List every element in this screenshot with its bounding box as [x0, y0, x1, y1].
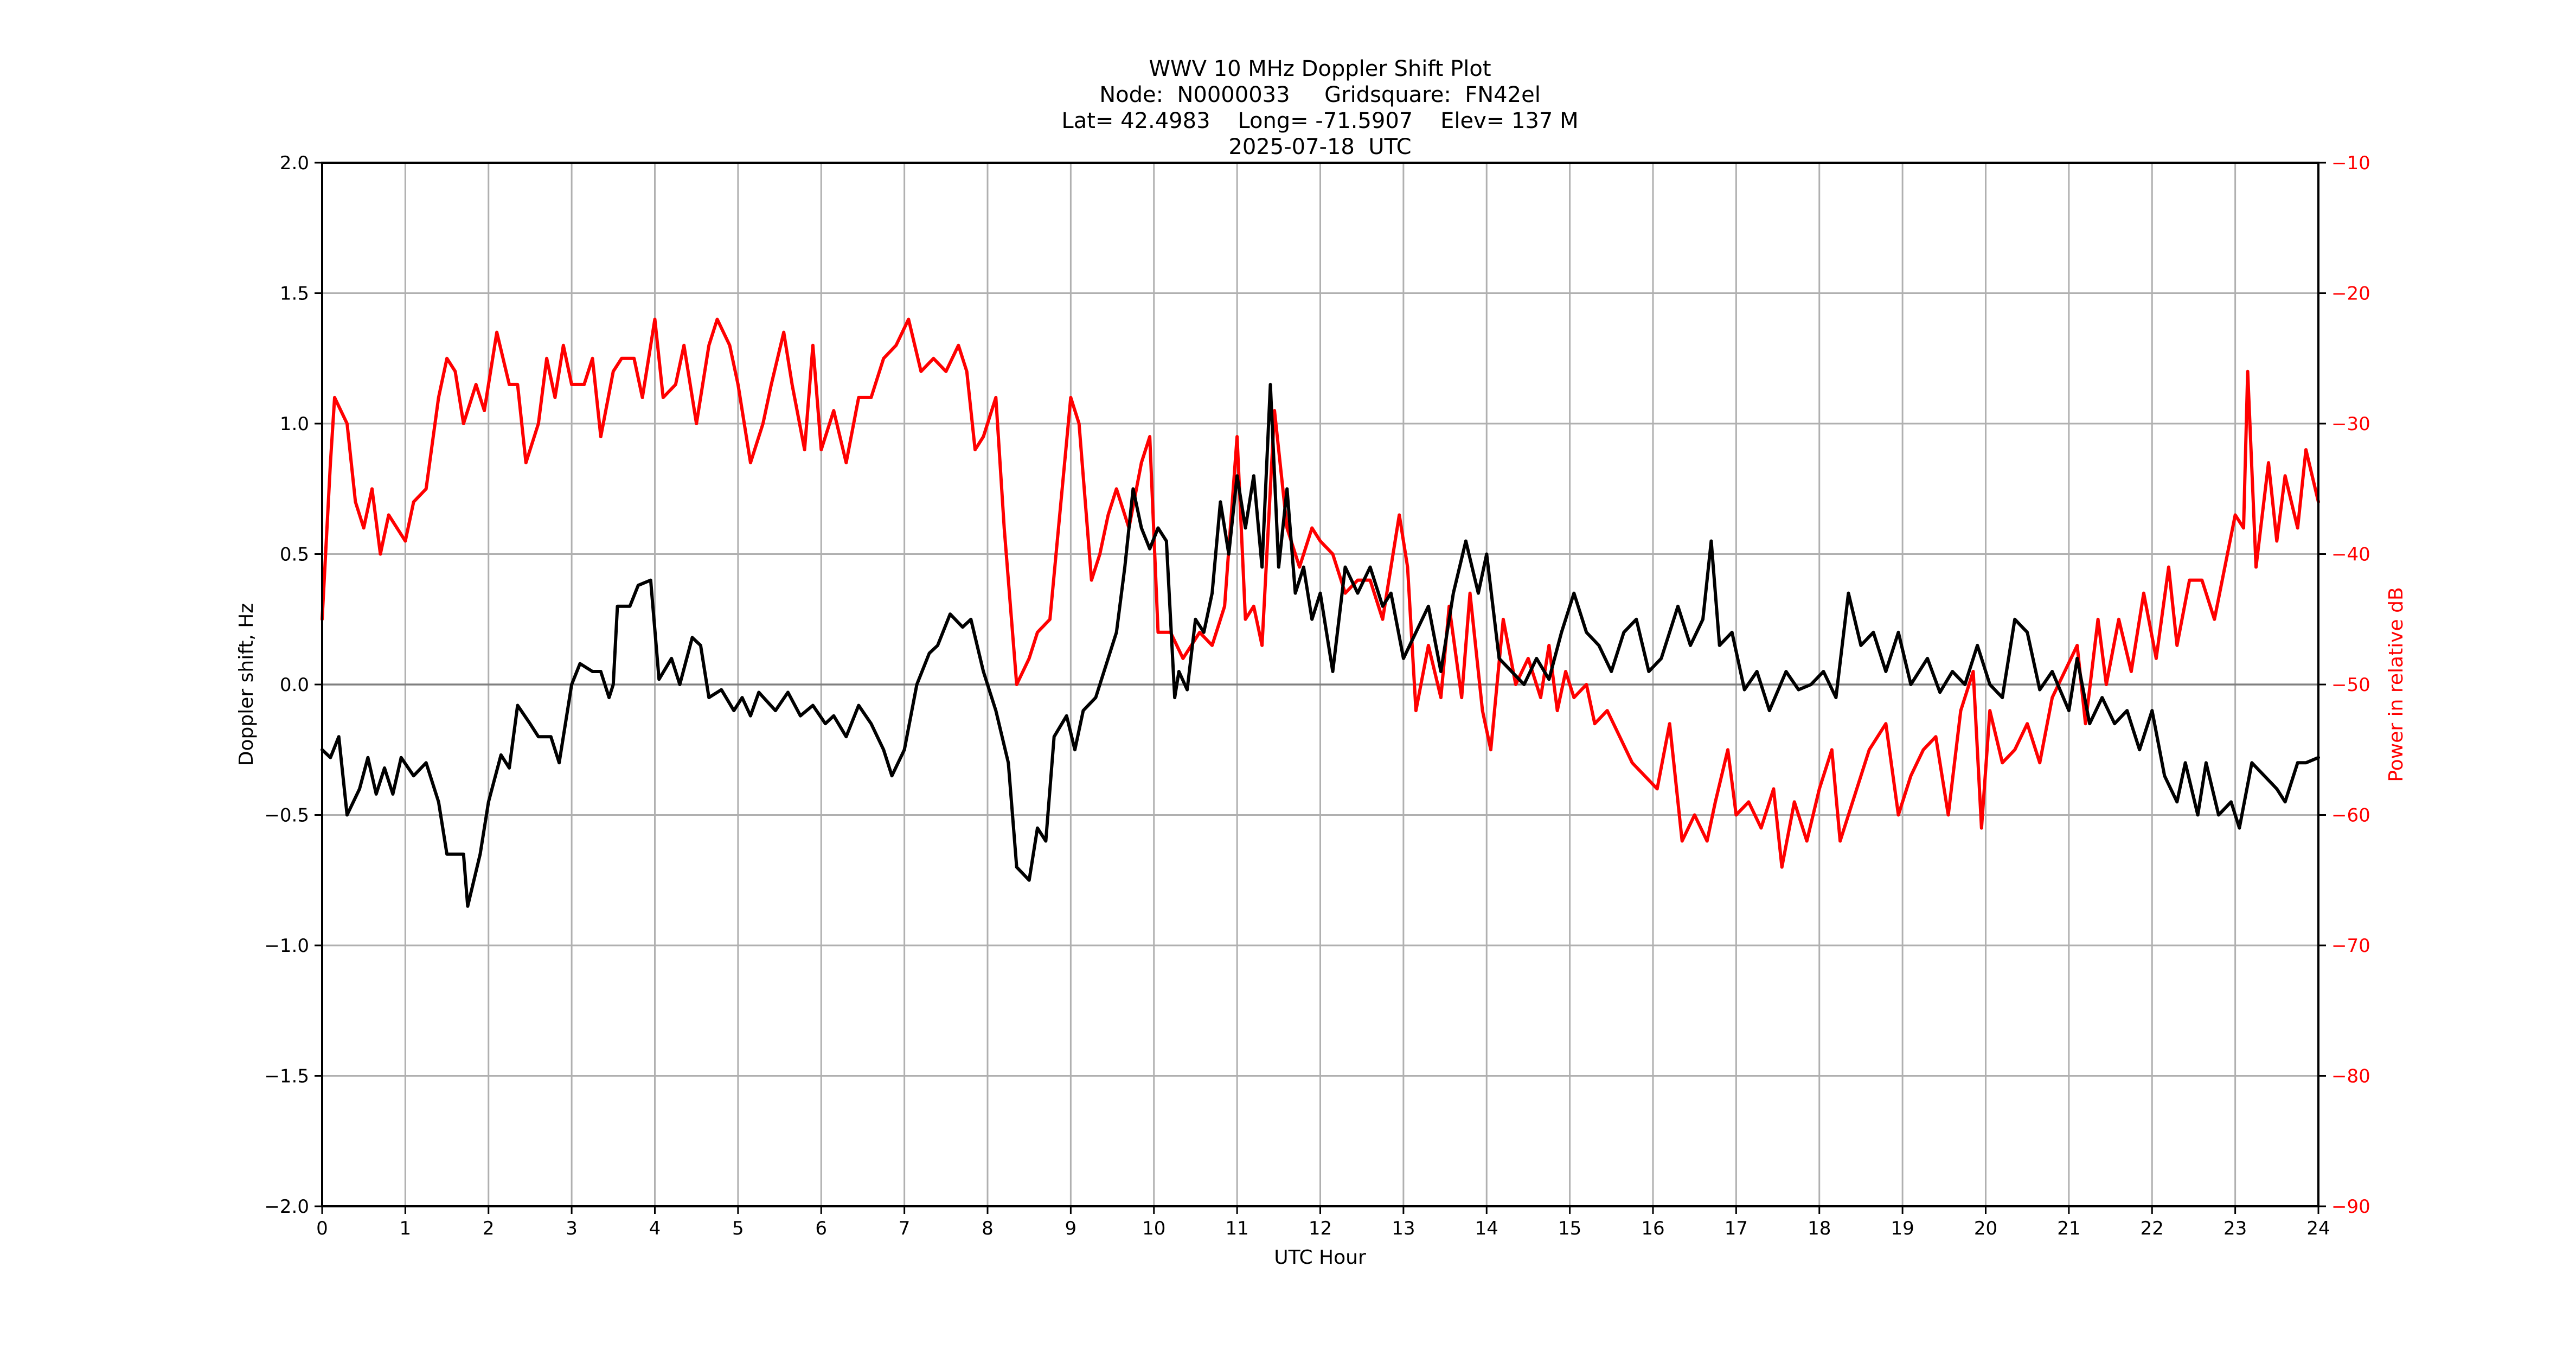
x-tick-label: 19: [1891, 1218, 1914, 1239]
chart-title: WWV 10 MHz Doppler Shift Plot Node: N000…: [1061, 56, 1578, 159]
x-tick-label: 18: [1808, 1218, 1831, 1239]
x-tick-label: 9: [1065, 1218, 1077, 1239]
x-tick-label: 24: [2306, 1218, 2330, 1239]
x-axis-label: UTC Hour: [1274, 1246, 1366, 1269]
title-line-3-location: Lat= 42.4983 Long= -71.5907 Elev= 137 M: [1061, 108, 1578, 133]
y-right-tick-label: −30: [2331, 413, 2370, 435]
y-left-tick-label: −1.5: [264, 1066, 309, 1088]
y-axis-right-label: Power in relative dB: [2385, 587, 2407, 782]
y-left-tick-label: 1.5: [280, 283, 309, 305]
x-tick-label: 1: [400, 1218, 412, 1239]
title-line-1: WWV 10 MHz Doppler Shift Plot: [1149, 56, 1491, 81]
y-right-tick-label: −50: [2331, 674, 2370, 696]
plot-frame: [321, 162, 2319, 1207]
plot-series: [321, 317, 2320, 908]
y-left-tick-label: −2.0: [264, 1196, 309, 1218]
y-left-tick-label: 2.0: [280, 152, 309, 174]
x-tick-label: 15: [1558, 1218, 1581, 1239]
x-tick-label: 4: [649, 1218, 661, 1239]
y-left-tick-label: 0.5: [280, 544, 309, 566]
x-tick-label: 16: [1641, 1218, 1664, 1239]
x-tick-label: 21: [2057, 1218, 2080, 1239]
doppler-series-line: [321, 382, 2320, 908]
axis-ticks: 0 1 2 3 4 5 6 7 8 9 10 11 12 13 14 15 16 17 18 19 20 21 22 23 24…: [264, 152, 2370, 1239]
y-right-tick-label: −10: [2331, 152, 2370, 174]
title-line-4-date: 2025-07-18 UTC: [1228, 135, 1411, 159]
x-tick-label: 0: [316, 1218, 328, 1239]
y-right-tick-label: −40: [2331, 544, 2370, 566]
grid-lines: [322, 163, 2318, 1206]
y-left-tick-label: −1.0: [264, 935, 309, 957]
y-right-tick-label: −20: [2331, 283, 2370, 305]
x-tick-label: 12: [1309, 1218, 1332, 1239]
y-right-tick-label: −70: [2331, 935, 2370, 957]
x-tick-label: 11: [1225, 1218, 1248, 1239]
x-tick-label: 3: [566, 1218, 578, 1239]
x-tick-label: 8: [982, 1218, 994, 1239]
x-tick-label: 13: [1392, 1218, 1415, 1239]
power-series-line: [321, 317, 2320, 869]
y-right-tick-label: −80: [2331, 1066, 2370, 1088]
x-tick-label: 17: [1725, 1218, 1748, 1239]
y-axis-left-label: Doppler shift, Hz: [235, 603, 258, 766]
x-tick-label: 5: [732, 1218, 744, 1239]
y-right-tick-label: −90: [2331, 1196, 2370, 1218]
y-left-tick-label: −0.5: [264, 805, 309, 827]
x-tick-label: 20: [1974, 1218, 1997, 1239]
x-tick-label: 2: [483, 1218, 495, 1239]
title-line-2-node: Node: N0000033 Gridsquare: FN42el: [1099, 82, 1541, 107]
x-tick-label: 6: [815, 1218, 827, 1239]
x-tick-label: 7: [899, 1218, 911, 1239]
x-tick-label: 23: [2223, 1218, 2247, 1239]
y-left-tick-label: 0.0: [280, 674, 309, 696]
y-left-tick-label: 1.0: [280, 413, 309, 435]
x-tick-label: 10: [1142, 1218, 1165, 1239]
x-tick-label: 22: [2141, 1218, 2164, 1239]
x-tick-label: 14: [1475, 1218, 1498, 1239]
y-right-tick-label: −60: [2331, 805, 2370, 827]
